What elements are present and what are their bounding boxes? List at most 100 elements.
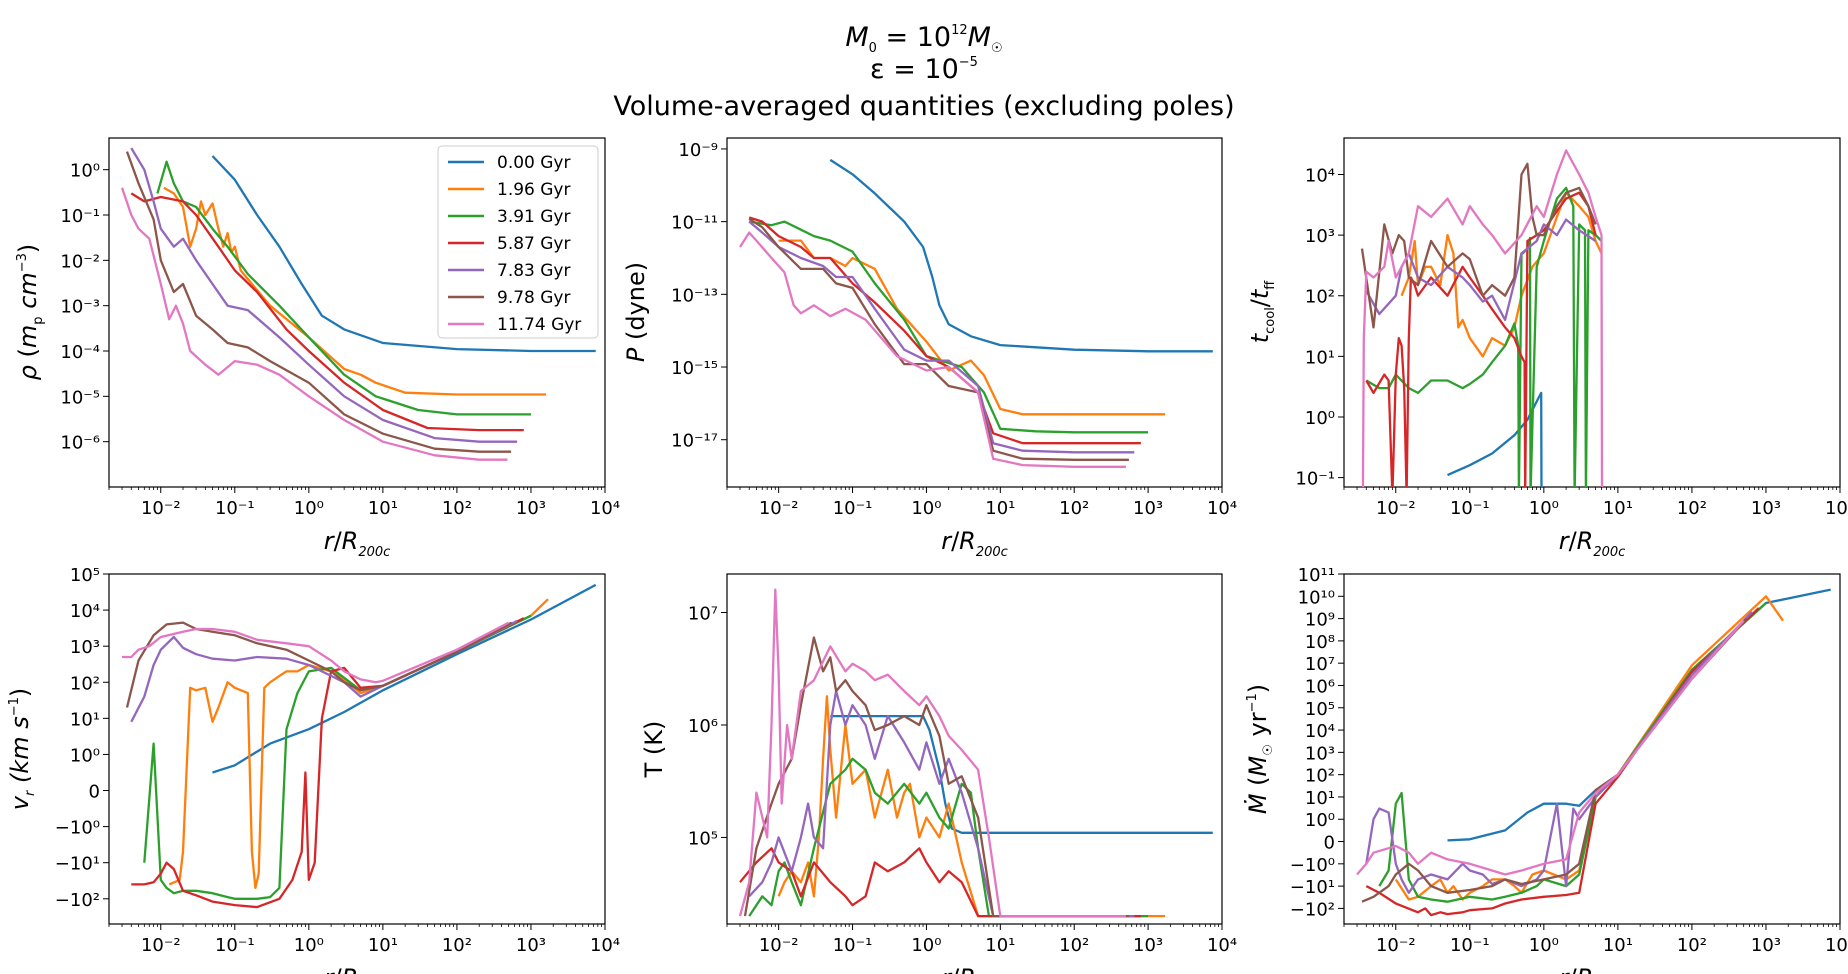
ytick-label: −10⁰ [1290, 855, 1335, 876]
axes-frame-tcool [1343, 137, 1841, 488]
xtick-label: 10² [1059, 935, 1089, 956]
figure-title-line2: ε = 10−5 [870, 54, 978, 85]
ytick-label: 10⁻¹ [1295, 469, 1335, 490]
xtick-label: 10³ [1751, 498, 1781, 519]
xlabel: r/R200c [941, 527, 1008, 560]
ytick-label: 10⁵ [1305, 699, 1335, 720]
xtick-label: 10¹ [368, 935, 398, 956]
series-line-3-91-gyr [156, 160, 531, 416]
ticks-pressure: 10⁻² 10⁻¹ 10⁰ 10¹ 10² 10³ 10⁴ r/R200c 10⁻¹⁷ 10⁻¹⁵… [671, 140, 1237, 560]
ytick-label: 10⁻⁵ [60, 387, 100, 408]
series-line-0-00-gyr [212, 583, 597, 774]
xtick-label: 10³ [1133, 498, 1163, 519]
panel-rho: ρ (mp cm−3) 10⁻² 10⁻¹ 10⁰ 10¹ 10² 10³ 10⁴ r/R20… [14, 137, 620, 560]
axes-frame-vr [108, 573, 606, 925]
ytick-label: 10³ [1305, 226, 1335, 247]
ytick-label: 10⁻⁴ [60, 342, 100, 363]
xtick-label: 10⁰ [911, 935, 941, 956]
ytick-label: 10⁸ [1305, 632, 1335, 653]
ylabel-rho: ρ (mp cm−3) [14, 244, 46, 381]
ytick-label: 10⁶ [688, 716, 718, 737]
xtick-label: 10¹ [1603, 498, 1633, 519]
xtick-label: 10³ [1751, 935, 1781, 956]
lines-rho [120, 147, 596, 461]
xtick-label: 10⁻¹ [1450, 935, 1490, 956]
legend-label: 7.83 Gyr [497, 261, 570, 281]
series-line-3-91-gyr [143, 614, 532, 900]
series-line-5-87-gyr [131, 617, 525, 909]
xtick-label: 10² [442, 498, 472, 519]
series-line-9-78-gyr [125, 151, 512, 453]
ytick-label: 10⁰ [70, 745, 100, 766]
ytick-label: −10¹ [1290, 877, 1335, 898]
xlabel: r/R200c [1559, 964, 1626, 974]
ticks-temperature: 10⁻² 10⁻¹ 10⁰ 10¹ 10² 10³ 10⁴ r/R200c 10⁵ 10⁶ 10⁷ [688, 604, 1237, 974]
xlabel: r/R200c [324, 964, 391, 974]
xtick-label: 10³ [1133, 935, 1163, 956]
series-line-5-87-gyr [1365, 607, 1760, 917]
xtick-label: 10² [1677, 498, 1707, 519]
title-m: M [845, 22, 868, 53]
panel-mdot: Ṁ (M☉ yr−1) 10⁻²10⁻¹10⁰10¹10²10³10⁴r/R20… [1243, 565, 1848, 974]
series-line-3-91-gyr [748, 757, 1149, 918]
ytick-label: 10⁻¹¹ [671, 213, 718, 234]
xtick-label: 10⁴ [1825, 498, 1848, 519]
series-line-3-91-gyr [749, 220, 1149, 434]
xtick-label: 10¹ [1603, 935, 1633, 956]
ytick-label: 10³ [1305, 743, 1335, 764]
figure-title-line3: Volume-averaged quantities (excluding po… [613, 91, 1234, 122]
xtick-label: 10⁻¹ [833, 498, 873, 519]
title-eps-exp: −5 [959, 55, 978, 70]
xlabel: r/R200c [324, 527, 391, 560]
ticks-tcool: 10⁻² 10⁻¹ 10⁰ 10¹ 10² 10³ 10⁴ r/R200c 10⁻¹ 10⁰ 10¹… [1295, 165, 1848, 560]
xtick-label: 10⁰ [1529, 935, 1559, 956]
xtick-label: 10¹ [985, 935, 1015, 956]
panel-pressure: P (dyne) 10⁻² 10⁻¹ 10⁰ 10¹ 10² 10³ 10⁴r/R200c1… [622, 137, 1237, 560]
xlabel: r/R200c [1559, 527, 1626, 560]
ytick-label: 10⁻¹⁵ [671, 358, 718, 379]
series-line-9-78-gyr [125, 621, 513, 708]
ytick-label: 10² [1305, 287, 1335, 308]
legend-label: 9.78 Gyr [497, 288, 570, 308]
axes-frame-pressure [726, 137, 1223, 488]
xtick-label: 10⁻² [1376, 498, 1416, 519]
lines-tcool [1360, 149, 1604, 487]
legend-box [437, 145, 599, 339]
xtick-label: 10⁴ [1207, 498, 1237, 519]
panel-tcool: tcool/tff 10⁻² 10⁻¹ 10⁰ 10¹ 10² 10³ 10⁴ r/R200c… [1246, 137, 1848, 560]
panel-temperature: T (K) 10⁻²10⁻¹10⁰10¹10²10³10⁴r/R200c10⁵1… [640, 573, 1237, 974]
xtick-label: 10⁻² [141, 498, 181, 519]
xtick-label: 10² [1059, 498, 1089, 519]
xtick-label: 10⁻² [141, 935, 181, 956]
lines-vr [122, 583, 597, 909]
title-eps: ε = 10 [870, 54, 959, 85]
series-line-1-96-gyr [777, 695, 1166, 918]
ylabel-tcool: tcool/tff [1246, 280, 1278, 344]
ticks-mdot: 10⁻²10⁻¹10⁰10¹10²10³10⁴r/R200c−10²−10¹−1… [1290, 565, 1848, 974]
xtick-label: 10⁻² [759, 498, 799, 519]
xtick-label: 10⁻² [759, 935, 799, 956]
series-line-3-91-gyr [1365, 186, 1603, 487]
title-msun: M [968, 22, 991, 53]
xtick-label: 10⁰ [294, 935, 324, 956]
ytick-label: 10⁻² [60, 251, 100, 272]
ytick-label: 10⁰ [1305, 408, 1335, 429]
xtick-label: 10⁻¹ [215, 498, 255, 519]
lines-temperature [738, 588, 1213, 918]
ytick-label: 10⁻³ [60, 297, 100, 318]
series-line-5-87-gyr [739, 847, 1141, 918]
axes-frame-mdot [1343, 573, 1841, 925]
ylabel-pressure: P (dyne) [622, 262, 650, 362]
series-line-9-78-gyr [748, 217, 1129, 461]
ytick-label: 10² [70, 673, 100, 694]
series-line-5-87-gyr [748, 216, 1141, 445]
legend-label: 0.00 Gyr [497, 153, 570, 173]
series-line-11-74-gyr [738, 588, 1126, 918]
series-line-11-74-gyr [739, 231, 1126, 468]
ytick-label: 10⁻¹ [60, 206, 100, 227]
lines-mdot [1356, 588, 1831, 917]
ytick-label: 10⁴ [70, 601, 100, 622]
xtick-label: 10³ [516, 498, 546, 519]
series-line-7-83-gyr [748, 220, 1135, 454]
